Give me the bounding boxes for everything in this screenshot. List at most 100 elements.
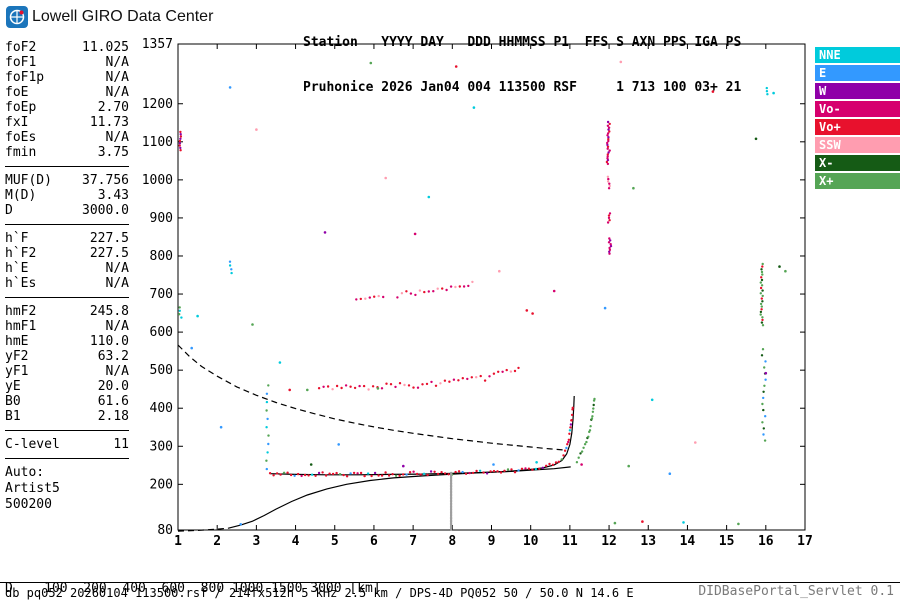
param-name: yE xyxy=(5,379,21,394)
legend-item-vominus: Vo- xyxy=(815,101,900,117)
legend-item-ssw: SSW xyxy=(815,137,900,153)
param-row: foE N/A xyxy=(5,85,129,100)
param-row: C-level 11 xyxy=(5,437,129,452)
record-info: db pq052 20260104 113500.rsf / 214fx512h… xyxy=(5,586,634,600)
param-name: yF2 xyxy=(5,349,29,364)
station-header: Station YYYY DAY DDD HHMMSS P1 FFS S AXN… xyxy=(303,5,741,125)
param-row: hmE 110.0 xyxy=(5,334,129,349)
param-row: h`Es N/A xyxy=(5,276,129,291)
param-value: 20.0 xyxy=(97,379,129,394)
param-value: N/A xyxy=(105,130,129,145)
x-tick-label: 6 xyxy=(370,534,378,548)
third-hop-trace-a xyxy=(355,294,385,301)
param-value: 11.025 xyxy=(82,40,129,55)
muf-table: D 100 200 400 600 800 1000 1500 3000 [km… xyxy=(5,551,389,600)
param-name: foF1 xyxy=(5,55,37,70)
param-row: foEp 2.70 xyxy=(5,100,129,115)
param-row: D 3000.0 xyxy=(5,203,129,218)
param-row: foF1p N/A xyxy=(5,70,129,85)
param-row: hmF1 N/A xyxy=(5,319,129,334)
x-tick-label: 4 xyxy=(292,534,300,548)
param-separator xyxy=(5,430,129,431)
param-name: M(D) xyxy=(5,188,37,203)
param-name: h`F2 xyxy=(5,246,37,261)
param-value: 3.43 xyxy=(97,188,129,203)
left-edge-streak xyxy=(178,130,183,152)
legend-item-e: E xyxy=(815,65,900,81)
param-value: 11 xyxy=(113,437,129,452)
y-tick-label: 80 xyxy=(157,523,173,538)
restored-trace xyxy=(270,395,575,476)
f-trace-extraordinary xyxy=(575,397,596,464)
legend-item-nne: NNE xyxy=(815,47,900,63)
station-header-line1: Station YYYY DAY DDD HHMMSS P1 FFS S AXN… xyxy=(303,35,742,50)
x-tick-label: 13 xyxy=(640,534,656,548)
giro-logo[interactable] xyxy=(6,6,28,28)
x-tick-label: 14 xyxy=(680,534,696,548)
x-tick-label: 8 xyxy=(448,534,456,548)
y-tick-label: 600 xyxy=(150,325,173,340)
auto-scaler-block: Auto: Artist5 500200 xyxy=(5,465,129,513)
x-tick-label: 9 xyxy=(488,534,496,548)
param-separator xyxy=(5,224,129,225)
x-tick-label: 12 xyxy=(601,534,617,548)
interference-line xyxy=(449,471,453,531)
param-value: 2.18 xyxy=(97,409,129,424)
param-name: h`E xyxy=(5,261,29,276)
y-tick-label: 700 xyxy=(150,287,173,302)
param-row: B1 2.18 xyxy=(5,409,129,424)
param-value: N/A xyxy=(105,319,129,334)
legend-item-voplus: Vo+ xyxy=(815,119,900,135)
param-row: fxI 11.73 xyxy=(5,115,129,130)
param-value: 3.75 xyxy=(97,145,129,160)
param-name: hmE xyxy=(5,334,29,349)
echo-type-legend: NNE E W Vo- Vo+ SSW X- X+ xyxy=(815,47,900,191)
sub-fmin-model xyxy=(177,527,229,532)
legend-item-xminus: X- xyxy=(815,155,900,171)
parameter-panel: foF2 11.025 foF1 N/A foF1p N/A foE N/A foEp 2.70 f… xyxy=(5,40,129,513)
param-name: foF1p xyxy=(5,70,45,85)
x-tick-label: 17 xyxy=(797,534,813,548)
servlet-version: DIDBasePortal_Servlet 0.1 xyxy=(698,584,894,599)
param-row: yE 20.0 xyxy=(5,379,129,394)
param-name: D xyxy=(5,203,13,218)
param-row: foF2 11.025 xyxy=(5,40,129,55)
param-value: 3000.0 xyxy=(82,203,129,218)
param-value: 2.70 xyxy=(97,100,129,115)
ionogram-plot: 1 2 3 4 5 6 7 8 9 10 11 12 13 14 15 16 17802003004005006… xyxy=(142,37,813,548)
footer-divider xyxy=(0,582,900,583)
x-tick-label: 5 xyxy=(331,534,339,548)
param-row: h`F2 227.5 xyxy=(5,246,129,261)
param-row: MUF(D) 37.756 xyxy=(5,173,129,188)
x-tick-label: 10 xyxy=(523,534,539,548)
f-spread-column xyxy=(265,384,270,471)
param-name: hmF1 xyxy=(5,319,37,334)
brand-title[interactable]: Lowell GIRO Data Center xyxy=(32,8,214,25)
second-hop-trace xyxy=(317,366,520,391)
param-value: N/A xyxy=(105,85,129,100)
param-name: MUF(D) xyxy=(5,173,52,188)
low-freq-specks xyxy=(178,306,183,319)
param-value: 227.5 xyxy=(89,246,129,261)
param-value: N/A xyxy=(105,276,129,291)
spread-f-streak-1 xyxy=(605,120,611,166)
y-tick-label: 900 xyxy=(150,211,173,226)
x-tick-label: 15 xyxy=(719,534,735,548)
x-tick-label: 16 xyxy=(758,534,774,548)
x-tick-label: 2 xyxy=(213,534,221,548)
plot-frame: 1 2 3 4 5 6 7 8 9 10 11 12 13 14 15 16 17802003004005006… xyxy=(142,37,813,548)
x-tick-label: 11 xyxy=(562,534,578,548)
y-tick-label: 1000 xyxy=(142,173,173,188)
right-streak-lower xyxy=(760,348,767,442)
y-tick-label: 1100 xyxy=(142,135,173,150)
param-name: C-level xyxy=(5,437,60,452)
param-name: B0 xyxy=(5,394,21,409)
param-value: 227.5 xyxy=(89,231,129,246)
x-tick-label: 3 xyxy=(252,534,260,548)
param-value: N/A xyxy=(105,70,129,85)
param-separator xyxy=(5,297,129,298)
param-value: 110.0 xyxy=(89,334,129,349)
param-value: 11.73 xyxy=(89,115,129,130)
param-value: 245.8 xyxy=(89,304,129,319)
param-value: 63.2 xyxy=(97,349,129,364)
